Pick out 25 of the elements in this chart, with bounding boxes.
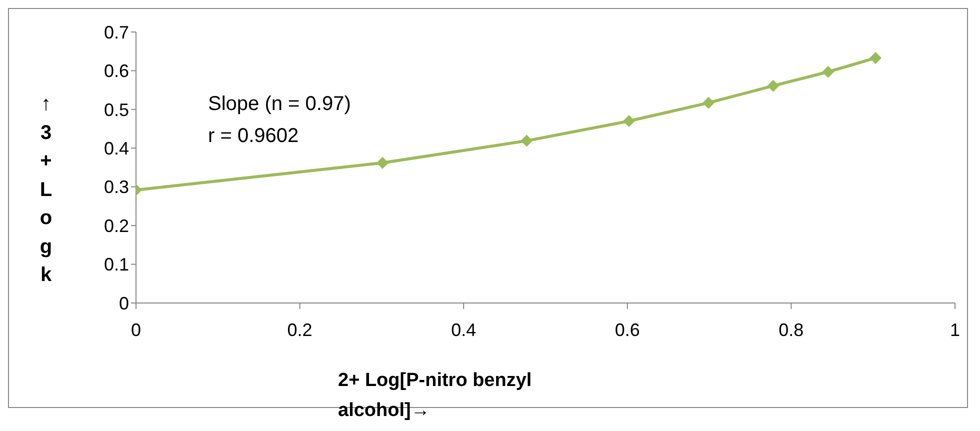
annotation: r = 0.9602 xyxy=(208,124,300,149)
y-tick-label: 0.3 xyxy=(104,177,129,198)
y-axis-title: ↑3+Logk xyxy=(38,92,54,288)
point xyxy=(520,134,533,147)
point xyxy=(822,66,834,78)
y-tick-label: 0 xyxy=(118,293,129,314)
x-tick-label: 0.8 xyxy=(778,320,804,340)
y-tick-label: 0.7 xyxy=(104,22,129,42)
point xyxy=(870,52,882,64)
y-tick-label: 0.1 xyxy=(104,254,129,275)
point xyxy=(702,96,714,109)
annotation: Slope (n = 0.97) xyxy=(208,92,351,117)
x-tick-label: 1 xyxy=(950,320,960,340)
x-tick-label: 0 xyxy=(130,320,142,340)
x-axis-title: 2+ Log[P-nitro benzyl alcohol]→ xyxy=(338,369,533,423)
x-tick-label: 0.4 xyxy=(451,320,476,340)
y-tick-label: 0.2 xyxy=(104,216,129,236)
y-tick-label: 0.6 xyxy=(104,61,129,82)
point xyxy=(376,156,389,169)
x-tick-label: 0.6 xyxy=(614,320,640,340)
y-tick-label: 0.4 xyxy=(104,138,129,159)
y-tick-label: 0.5 xyxy=(104,100,129,120)
point xyxy=(767,80,780,92)
point xyxy=(623,115,636,128)
x-tick-label: 0.2 xyxy=(287,320,312,340)
